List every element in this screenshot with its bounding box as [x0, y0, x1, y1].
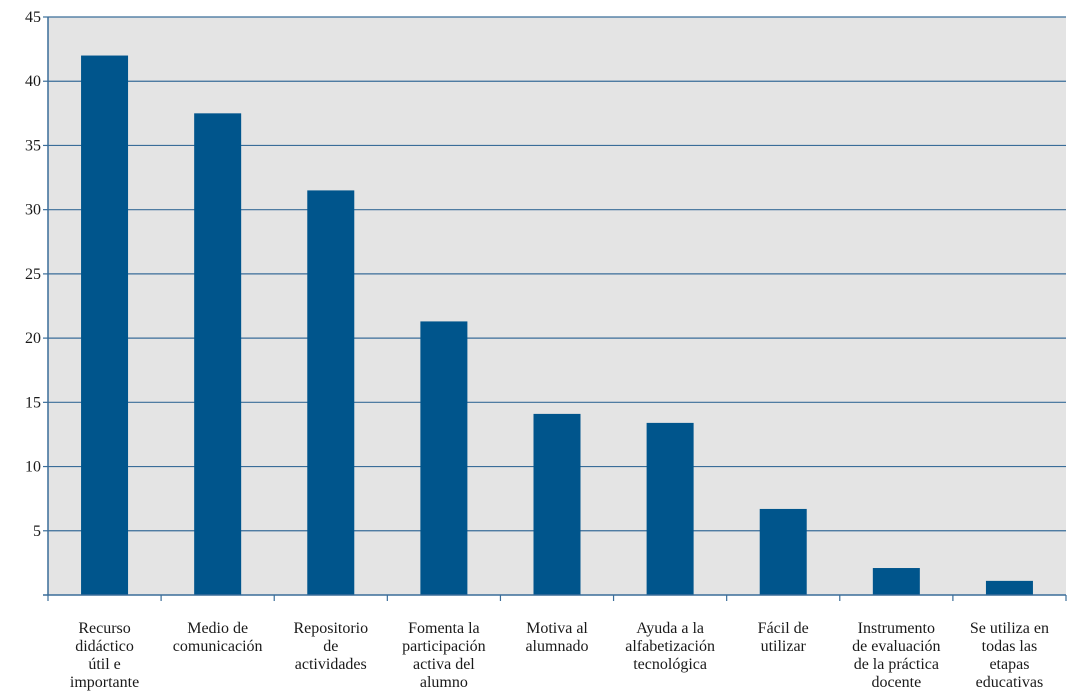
x-category-label-line: de — [323, 638, 338, 655]
bar — [646, 422, 694, 595]
x-category-label-line: Motiva al — [526, 620, 588, 637]
x-category-label-line: didáctico — [75, 638, 134, 655]
x-category-label-line: de la práctica — [854, 656, 939, 673]
y-tick-label: 40 — [25, 73, 41, 90]
x-category-label-line: tecnológica — [633, 656, 707, 673]
x-category-label-line: utilizar — [761, 638, 807, 655]
y-tick-label: 15 — [25, 394, 41, 411]
bar — [307, 190, 355, 595]
bar — [985, 580, 1033, 595]
x-category-label-line: Fácil de — [758, 620, 809, 637]
y-tick-label: 20 — [25, 330, 41, 347]
x-category-label-line: alumnado — [525, 638, 588, 655]
x-category-label-line: docente — [871, 674, 921, 691]
x-category-label-line: etapas — [989, 656, 1029, 673]
x-category-label: Ayuda a la alfabetización tecnológica — [625, 620, 715, 673]
x-category-label-line: Se utiliza en — [970, 620, 1049, 637]
x-category-label-line: alumno — [420, 674, 468, 691]
x-category-label-line: importante — [70, 674, 139, 691]
x-category-label: Recurso didáctico útil e importante — [70, 620, 139, 691]
bar — [872, 568, 920, 595]
x-category-label: Fácil de utilizar — [758, 620, 809, 655]
y-tick-label: 35 — [25, 137, 41, 154]
x-category-label-line: Recurso — [78, 620, 130, 637]
x-category-label-line: participación — [402, 638, 486, 655]
bar — [420, 321, 468, 595]
x-category-label: Repositorio de actividades — [293, 620, 368, 673]
x-category-label-line: educativas — [976, 674, 1044, 691]
y-tick-label: 5 — [33, 523, 41, 540]
x-category-label: Motiva al alumnado — [525, 620, 588, 655]
y-tick-label: 30 — [25, 202, 41, 219]
x-category-label-line: comunicación — [173, 638, 263, 655]
x-category-label: Se utiliza en todas las etapas educativas — [970, 620, 1049, 691]
y-tick-label: 45 — [25, 9, 41, 26]
x-category-label-line: todas las — [982, 638, 1038, 655]
bar — [194, 113, 242, 595]
x-category-label: Instrumento de evaluación de la práctica do… — [852, 620, 940, 691]
x-category-label: Medio de comunicación — [173, 620, 263, 655]
bar — [81, 55, 129, 596]
x-category-label: Fomenta la participación activa del alumno — [402, 620, 486, 691]
bar — [759, 508, 807, 595]
y-tick-label: 25 — [25, 266, 41, 283]
bars — [81, 55, 1033, 596]
x-category-label-line: Repositorio — [293, 620, 368, 637]
x-category-label-line: Medio de — [187, 620, 248, 637]
x-category-label-line: activa del — [413, 656, 475, 673]
x-category-labels: Recurso didáctico útil e importante Medio de… — [70, 620, 1049, 691]
x-category-label-line: útil e — [88, 656, 120, 673]
x-category-label-line: actividades — [295, 656, 367, 673]
y-tick-label: 10 — [25, 459, 41, 476]
y-tick-labels: 5 10 15 20 25 30 35 40 45 — [25, 9, 41, 540]
bar — [533, 413, 581, 595]
x-category-label-line: Instrumento — [858, 620, 935, 637]
x-category-label-line: Fomenta la — [408, 620, 480, 637]
x-category-label-line: Ayuda a la — [636, 620, 704, 637]
x-category-label-line: alfabetización — [625, 638, 715, 655]
x-category-label-line: de evaluación — [852, 638, 940, 655]
axes — [43, 17, 1067, 601]
